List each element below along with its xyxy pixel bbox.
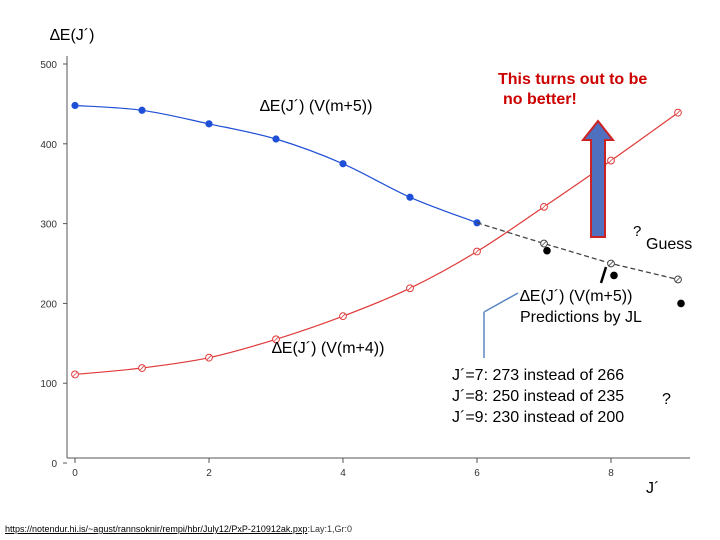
y-tick-label: 200	[40, 299, 57, 310]
y-axis-title: ∆E(J´)	[50, 27, 95, 44]
y-tick-label: 0	[51, 459, 57, 470]
series-point-slash	[541, 204, 547, 210]
series-label-v5: ∆E(J´) (V(m+5))	[260, 98, 373, 115]
series-line-1	[74, 112, 679, 376]
series-line-2	[476, 222, 679, 281]
x-axis-title: J´	[646, 480, 660, 497]
up-arrow	[580, 119, 616, 238]
series-line-0	[74, 104, 478, 224]
prediction-dot	[610, 271, 618, 280]
comparison-j7: J´=7: 273 instead of 266	[452, 367, 625, 384]
series-point-slash	[474, 249, 480, 255]
comparison-j8-question-mark: ?	[662, 391, 671, 408]
x-tick-label: 6	[474, 468, 480, 479]
series-point-slash	[273, 336, 279, 342]
guess-question-mark: ?	[633, 223, 642, 240]
y-tick-label: 400	[40, 140, 57, 151]
series-layer	[71, 101, 685, 379]
annotation-red-line-1: This turns out to be	[498, 71, 648, 88]
series-point-v5	[71, 101, 79, 110]
x-tick-label: 0	[72, 468, 78, 479]
predictions-label-line-2: Predictions by JL	[520, 309, 642, 326]
source-link[interactable]: https://notendur.hi.is/~agust/rannsoknir…	[5, 524, 308, 534]
guess-label: Guess	[646, 236, 693, 253]
axes: 0 100 200 300 400 500 0 2 4 6 8	[40, 56, 690, 479]
annotation-red-line-2: no better!	[503, 91, 577, 108]
series-point-v5	[406, 193, 414, 201]
comparison-j8: J´=8: 250 instead of 235	[452, 388, 625, 405]
annotation-layer	[483, 119, 616, 358]
comparison-j9: J´=9: 230 instead of 200	[452, 409, 625, 426]
series-label-v4: ∆E(J´) (V(m+4))	[272, 340, 385, 357]
prediction-dot	[677, 299, 685, 308]
series-point-slash	[206, 355, 212, 361]
series-point-v5	[272, 135, 280, 143]
predictions-label-line-1: ∆E(J´) (V(m+5))	[520, 288, 633, 305]
x-tick-label: 2	[206, 468, 212, 479]
prediction-dot	[543, 246, 551, 255]
series-point-slash	[72, 371, 78, 377]
series-point-slash	[139, 365, 145, 371]
x-tick-label: 8	[608, 468, 614, 479]
guess-pointer	[599, 266, 608, 284]
series-point-slash	[608, 261, 614, 266]
series-point-slash	[675, 276, 681, 282]
series-point-v5	[138, 106, 146, 114]
y-tick-label: 500	[40, 60, 57, 71]
y-tick-label: 100	[40, 379, 57, 390]
x-tick-label: 4	[340, 468, 346, 479]
series-point-slash	[541, 241, 547, 247]
series-point-slash	[675, 110, 681, 116]
series-point-slash	[340, 313, 346, 319]
source-line: https://notendur.hi.is/~agust/rannsoknir…	[5, 524, 352, 534]
series-point-slash	[608, 158, 614, 164]
series-point-slash	[407, 285, 413, 291]
series-point-v5	[205, 120, 213, 128]
series-point-v5	[339, 160, 347, 168]
pointer-line-2	[483, 292, 519, 313]
source-suffix: :Lay:1,Gr:0	[307, 524, 352, 534]
y-tick-label: 300	[40, 220, 57, 231]
